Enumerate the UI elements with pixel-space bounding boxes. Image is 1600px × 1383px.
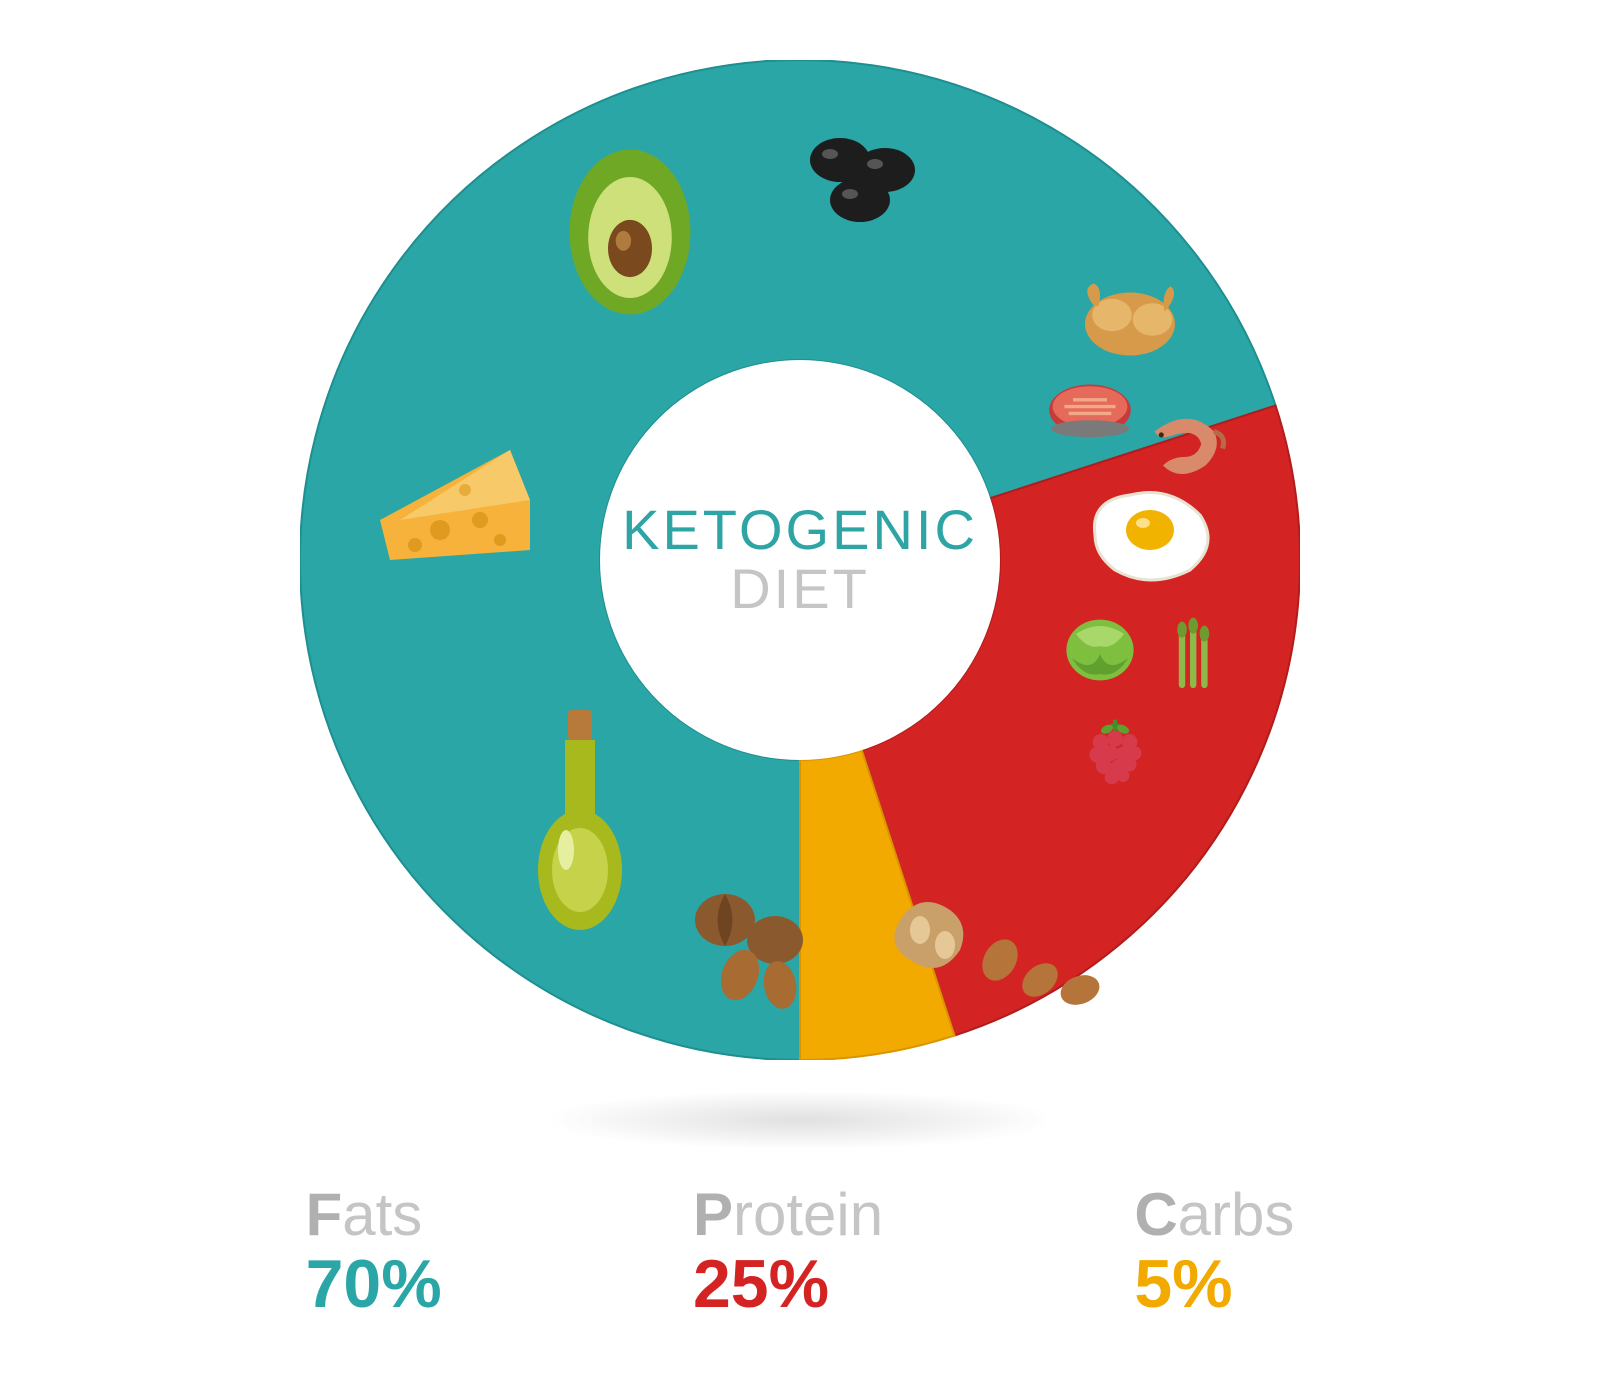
legend-label: Protein	[693, 1180, 883, 1249]
legend-label: Fats	[306, 1180, 442, 1249]
legend-label: Carbs	[1134, 1180, 1294, 1249]
infographic-stage: KETOGENIC DIET Fats 70% Protein 25% Carb…	[0, 0, 1600, 1383]
asparagus-icon	[1177, 618, 1209, 688]
avocado-icon	[570, 150, 691, 315]
cabbage-icon	[1066, 620, 1133, 681]
legend-item-fats: Fats 70%	[306, 1180, 442, 1323]
drop-shadow	[540, 1090, 1060, 1150]
tuna-steak-icon	[1049, 385, 1131, 438]
legend: Fats 70% Protein 25% Carbs 5%	[0, 1180, 1600, 1323]
legend-value: 25%	[693, 1245, 883, 1323]
legend-item-protein: Protein 25%	[693, 1180, 883, 1323]
chart-title: KETOGENIC DIET	[622, 501, 978, 619]
donut-chart: KETOGENIC DIET	[300, 60, 1300, 1060]
fried-egg-icon	[1094, 493, 1208, 581]
legend-item-carbs: Carbs 5%	[1134, 1180, 1294, 1323]
title-line2: DIET	[622, 560, 978, 619]
legend-value: 70%	[306, 1245, 442, 1323]
title-line1: KETOGENIC	[622, 501, 978, 560]
legend-value: 5%	[1134, 1245, 1294, 1323]
